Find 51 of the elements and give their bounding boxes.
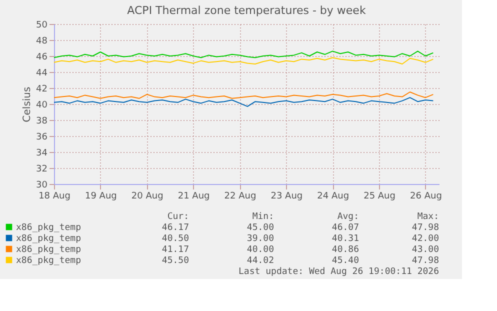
- legend-label: x86_pkg_temp: [16, 256, 82, 266]
- text: Last update: Wed Aug 26 19:00:11 2026: [238, 267, 439, 277]
- x-tick-label: 25 Aug: [364, 192, 396, 202]
- text: Cur:: [167, 212, 189, 222]
- y-tick-label: 34: [36, 148, 48, 158]
- y-tick-label: 40: [36, 100, 48, 110]
- text: Min:: [252, 212, 274, 222]
- y-tick-label: 44: [36, 68, 48, 78]
- text: 46.07: [332, 223, 359, 233]
- legend-label: x86_pkg_temp: [16, 223, 82, 233]
- chart-title: ACPI Thermal zone temperatures - by week: [127, 4, 366, 17]
- legend-label: x86_pkg_temp: [16, 245, 82, 255]
- x-tick-label: 22 Aug: [224, 192, 256, 202]
- text: 45.50: [162, 256, 189, 266]
- text: 44.02: [246, 256, 274, 266]
- y-tick-label: 50: [36, 20, 48, 30]
- text: 41.17: [162, 245, 189, 255]
- y-tick-label: 38: [36, 116, 48, 126]
- text: 47.98: [412, 256, 439, 266]
- x-tick-label: 21 Aug: [178, 192, 210, 202]
- x-tick-label: 24 Aug: [317, 192, 350, 202]
- text: 40.31: [332, 234, 359, 244]
- text: 45.00: [246, 223, 274, 233]
- y-tick-label: 46: [36, 52, 48, 62]
- text: Max:: [417, 212, 439, 222]
- text: Avg:: [337, 212, 359, 222]
- x-tick-label: 18 Aug: [38, 192, 70, 202]
- text: 40.00: [246, 245, 274, 255]
- text: 40.50: [162, 234, 189, 244]
- y-tick-label: 36: [36, 132, 48, 142]
- y-tick-label: 32: [36, 164, 48, 174]
- x-tick-label: 19 Aug: [84, 192, 117, 202]
- y-tick-label: 48: [36, 36, 48, 46]
- text: 46.17: [162, 223, 189, 233]
- line-series: [54, 92, 434, 99]
- line-series: [54, 97, 434, 107]
- text: 43.00: [412, 245, 439, 255]
- y-axis-title: Celsius: [22, 86, 34, 122]
- text: 39.00: [246, 234, 274, 244]
- x-tick-label: 23 Aug: [270, 192, 303, 202]
- line-series: [54, 50, 434, 58]
- x-tick-label: 20 Aug: [131, 192, 164, 202]
- text: 42.00: [412, 234, 439, 244]
- y-tick-label: 30: [36, 180, 48, 190]
- y-tick-label: 42: [36, 84, 48, 94]
- x-tick-label: 26 Aug: [410, 192, 442, 202]
- text: 47.98: [412, 223, 439, 233]
- text: 40.86: [332, 245, 359, 255]
- legend-label: x86_pkg_temp: [16, 234, 82, 244]
- line-series: [54, 57, 434, 64]
- text: 45.40: [332, 256, 359, 266]
